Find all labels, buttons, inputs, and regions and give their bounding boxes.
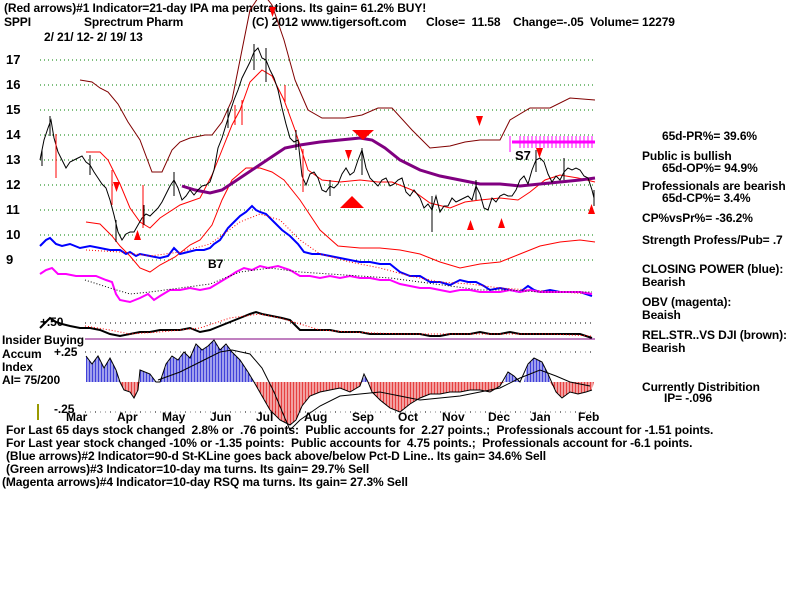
ip-value: IP= -.096 [664,391,713,405]
pro-status: Professionals are bearish [642,179,786,193]
obv-ma [84,267,592,295]
date-range: 2/ 21/ 12- 2/ 19/ 13 [44,30,143,44]
minus25-label: -.25 [54,402,75,416]
x-tick-jun: Jun [210,410,232,424]
accum-outline [85,339,593,426]
indicator-2: (Blue arrows)#2 Indicator=90-d St-KLine … [6,449,546,463]
lower-band [85,167,596,273]
y-tick-11: 11 [6,202,20,217]
obv-label: OBV (magenta): [642,295,732,309]
obv-line [39,264,593,304]
arrow-down-2 [269,7,276,17]
arrow-down-cluster [352,130,374,140]
obv-value: Beaish [642,308,681,322]
footer-year: For Last year stock changed -10% or -1.3… [6,436,693,450]
insider-buying-label: Insider Buying [2,333,84,347]
indicator-4: (Magenta arrows)#4 Indicator=10-day RSQ … [2,475,408,489]
y-tick-10: 10 [6,227,21,242]
x-tick-may: May [162,410,186,424]
y-tick-15: 15 [6,102,21,117]
y-tick-14: 14 [6,127,21,142]
op-value: 65d-OP%= 94.9% [662,161,758,175]
strength-value: Strength Profess/Pub= .7 [642,233,783,247]
relstr-ma [84,313,593,337]
x-tick-jan: Jan [530,410,551,424]
arrow-up-1 [134,230,141,240]
company-name: Sprectrum Pharm [84,15,184,29]
ai-label: AI= 75/200 [2,373,61,387]
arrow-up-cluster [340,196,364,208]
x-tick-apr: Apr [117,410,138,424]
y-tick-13: 13 [6,152,21,167]
relstr-label: REL.STR..VS DJI (brown): [642,328,787,342]
closing-power-value: Bearish [642,275,686,289]
index-label: Index [2,360,33,374]
closing-power-ma [85,213,593,295]
arrow-down-1 [113,182,120,192]
price-gridlines [40,59,595,261]
symbol: SPPI [4,15,31,29]
accum-ma [157,349,591,431]
closing-power-label: CLOSING POWER (blue): [642,262,784,276]
x-tick-feb: Feb [578,410,600,424]
upper-band [79,0,596,173]
public-status: Public is bullish [642,149,732,163]
price-bars [39,47,595,241]
arrow-down-4 [476,116,483,126]
cpvspr-value: CP%vsPr%= -36.2% [642,211,753,225]
arrow-up-3 [498,218,505,228]
y-tick-16: 16 [6,77,21,92]
change-value: Change=-.05 [513,15,584,29]
indicator-3: (Green arrows)#3 Indicator=10-day ma tur… [6,462,370,476]
x-tick-aug: Aug [304,410,328,424]
arrow-up-4 [588,204,595,214]
arrow-up-2 [467,220,474,230]
magenta-signal-strip [509,136,595,152]
distribution-label: Currently Distribition [642,380,760,394]
x-tick-nov: Nov [442,410,465,424]
relstr-value: Bearish [642,341,686,355]
ma65-line [181,136,596,195]
y-tick-9: 9 [6,252,14,267]
arrow-down-5 [536,148,543,158]
x-tick-oct: Oct [398,410,419,424]
x-tick-jul: Jul [256,410,274,424]
arrow-down-3 [345,150,352,160]
pr-value: 65d-PR%= 39.6% [662,129,757,143]
footer-65day: For Last 65 days stock changed 2.8% or .… [6,423,714,437]
ma21-line [86,69,596,229]
close-value: Close= 11.58 [426,15,501,29]
y-tick-17: 17 [6,52,21,67]
b7-label: B7 [208,257,224,271]
volume-value: Volume= 12279 [590,15,675,29]
accum-positive [86,340,550,382]
x-tick-mar: Mar [66,410,88,424]
price-bar-ticks [41,44,595,242]
s7-label: S7 [515,148,531,163]
y-tick-12: 12 [6,177,21,192]
accum-label: Accum [2,347,42,361]
x-tick-sep: Sep [352,410,375,424]
copyright: (C) 2012 www.tigersoft.com [252,15,407,29]
plus25-label: +.25 [54,345,78,359]
cp-value: 65d-CP%= 3.4% [662,191,751,205]
red-signal-bars [55,85,304,228]
x-tick-dec: Dec [488,410,511,424]
plus50-label: +.50 [40,315,64,329]
indicator-1-title: (Red arrows)#1 Indicator=21-day IPA ma p… [4,1,427,15]
red-arrows [113,7,595,240]
